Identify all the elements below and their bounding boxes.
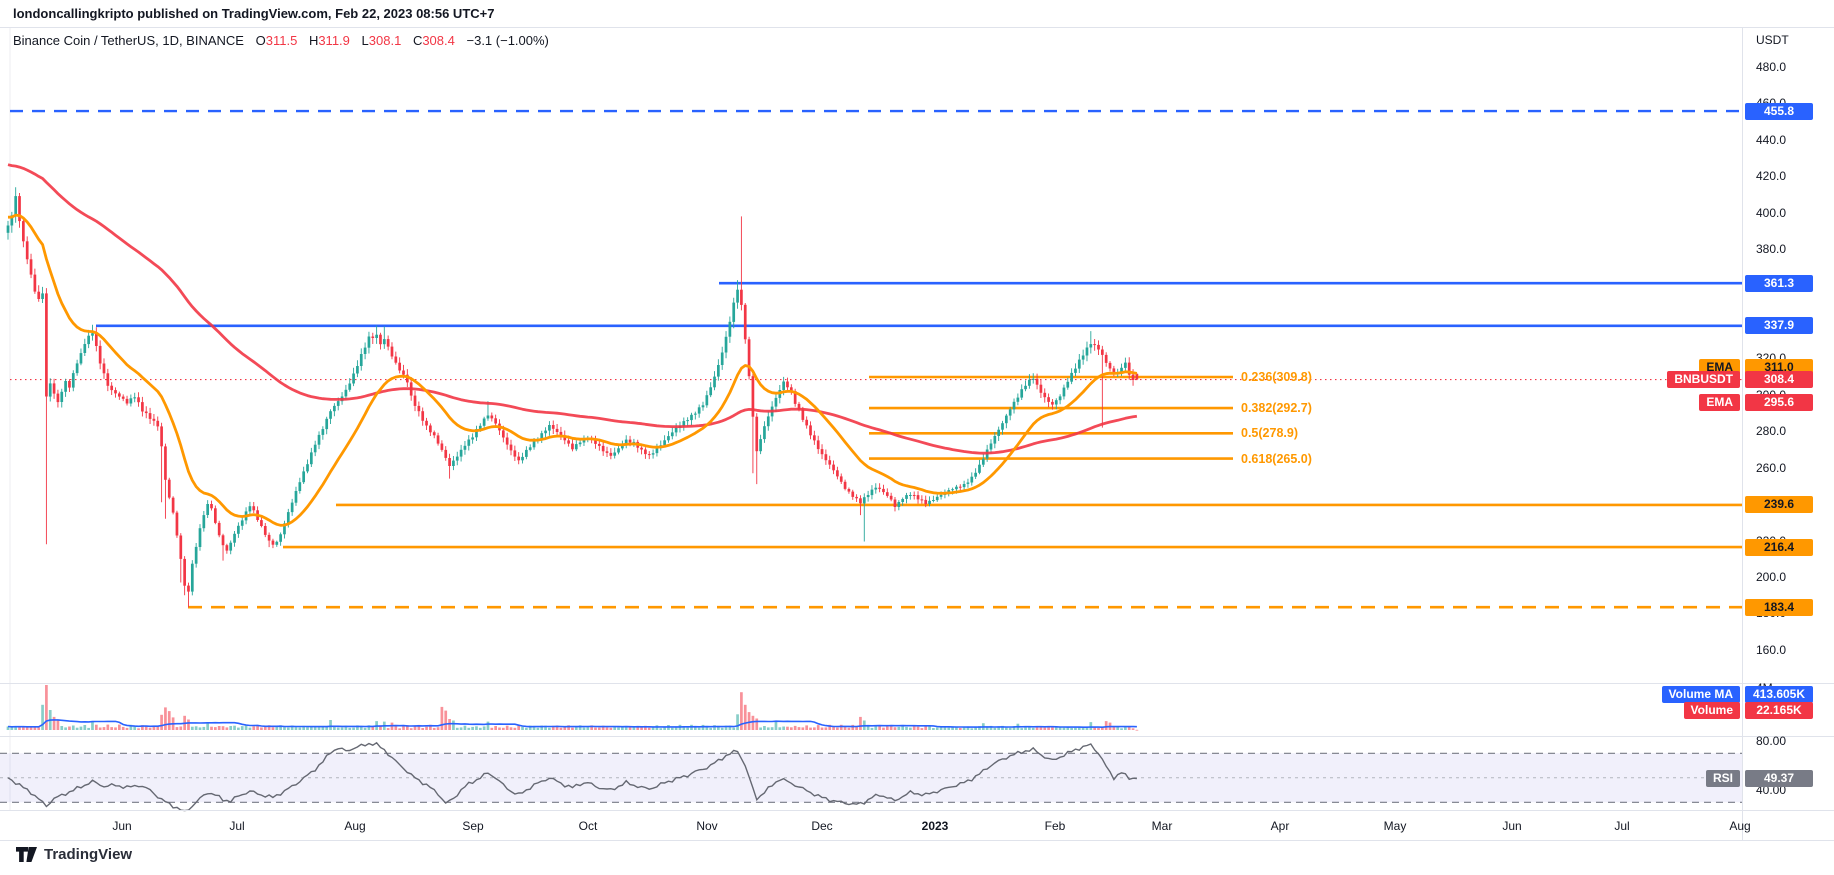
axis-price-tag: 216.4 <box>1745 539 1813 556</box>
time-axis-top-border <box>0 810 1834 811</box>
axis-price-tag: 183.4 <box>1745 599 1813 616</box>
price-tick: 200.0 <box>1756 570 1787 584</box>
axis-price-tag: 49.37 <box>1745 770 1813 787</box>
volume-ma-label-tag: Volume MA <box>1661 686 1740 703</box>
axis-price-tag: 308.4 <box>1745 371 1813 388</box>
rsi-scale-tick-80: 80.00 <box>1756 734 1787 748</box>
ohlc-high-label: H <box>308 33 319 48</box>
time-axis-label-dec: Dec <box>811 819 833 833</box>
tradingview-brand-text: TradingView <box>44 846 133 863</box>
time-axis-label-2023: 2023 <box>921 819 949 833</box>
rsi-line[interactable] <box>7 741 1137 812</box>
tradingview-branding[interactable]: TradingView <box>16 846 132 863</box>
rsi-label-tag: RSI <box>1705 770 1740 787</box>
symbol-header: Binance Coin / TetherUS, 1D, BINANCE O31… <box>13 33 549 48</box>
time-axis-label-jun: Jun <box>1502 819 1522 833</box>
ohlc-close-label: C <box>412 33 423 48</box>
ema-label-tag: EMA <box>1699 394 1740 411</box>
ohlc-open-value: 311.5 <box>265 33 298 48</box>
time-axis-bottom-border <box>0 840 1834 841</box>
fib-label[interactable]: 0.236(309.8) <box>1241 370 1312 384</box>
price-tick: 400.0 <box>1756 206 1787 220</box>
ema-slow-line[interactable] <box>7 163 1138 455</box>
rsi-pane-graphics <box>0 741 1742 812</box>
ohlc-low-value: 308.1 <box>368 33 402 48</box>
volume-ma-line[interactable] <box>7 719 1137 729</box>
header-separator <box>0 27 1834 28</box>
fib-label[interactable]: 0.382(292.7) <box>1241 401 1312 415</box>
volume-pane-separator <box>0 683 1834 684</box>
price-pane-graphics <box>6 27 1742 810</box>
ohlc-high-value: 311.9 <box>318 33 350 48</box>
time-axis-label-nov: Nov <box>696 819 718 833</box>
symbol-title[interactable]: Binance Coin / TetherUS, 1D, BINANCE <box>13 33 244 48</box>
axis-price-tag: 22.165K <box>1745 702 1813 719</box>
price-tick: 280.0 <box>1756 424 1787 438</box>
time-axis-label-jul: Jul <box>1614 819 1630 833</box>
price-scale-currency: USDT <box>1756 33 1789 47</box>
ema-fast-line[interactable] <box>7 213 1138 527</box>
price-tick: 380.0 <box>1756 242 1787 256</box>
volume-label-tag: Volume <box>1683 702 1740 719</box>
time-axis-label-sep: Sep <box>462 819 484 833</box>
time-axis-label-may: May <box>1383 819 1407 833</box>
time-axis-label-apr: Apr <box>1270 819 1290 833</box>
ohlc-close-value: 308.4 <box>422 33 455 48</box>
candle-wicks-down <box>19 193 1138 608</box>
time-axis-label-mar: Mar <box>1151 819 1173 833</box>
time-axis-label-feb: Feb <box>1044 819 1066 833</box>
price-scale-border <box>1742 27 1743 841</box>
time-axis-label-oct: Oct <box>578 819 598 833</box>
fib-label[interactable]: 0.5(278.9) <box>1241 426 1298 440</box>
attribution-text: londoncallingkripto published on Trading… <box>13 6 495 21</box>
candlestick-series[interactable] <box>6 196 1139 592</box>
axis-price-tag: 455.8 <box>1745 103 1813 120</box>
axis-price-tag: 295.6 <box>1745 394 1813 411</box>
axis-price-tag: 413.605K <box>1745 686 1813 703</box>
price-tick: 480.0 <box>1756 60 1787 74</box>
ohlc-open-label: O <box>255 33 266 48</box>
fib-label[interactable]: 0.618(265.0) <box>1241 452 1312 466</box>
price-tick: 420.0 <box>1756 169 1787 183</box>
time-axis-label-jul: Jul <box>229 819 245 833</box>
price-tick: 440.0 <box>1756 133 1787 147</box>
time-axis-label-aug: Aug <box>1729 819 1751 833</box>
price-tick: 260.0 <box>1756 461 1787 475</box>
change-value: −3.1 (−1.00%) <box>466 33 549 48</box>
bnbusdt-label-tag: BNBUSDT <box>1667 371 1740 388</box>
axis-price-tag: 361.3 <box>1745 275 1813 292</box>
time-axis-label-aug: Aug <box>344 819 366 833</box>
ohlc-low-label: L <box>361 33 369 48</box>
time-axis-label-jun: Jun <box>112 819 132 833</box>
price-tick: 160.0 <box>1756 643 1787 657</box>
rsi-pane-separator <box>0 736 1834 737</box>
tradingview-logo-icon <box>16 847 37 862</box>
axis-price-tag: 239.6 <box>1745 496 1813 513</box>
volume-pane-graphics <box>6 685 1139 731</box>
volume-bars[interactable] <box>6 685 1139 731</box>
axis-price-tag: 337.9 <box>1745 317 1813 334</box>
